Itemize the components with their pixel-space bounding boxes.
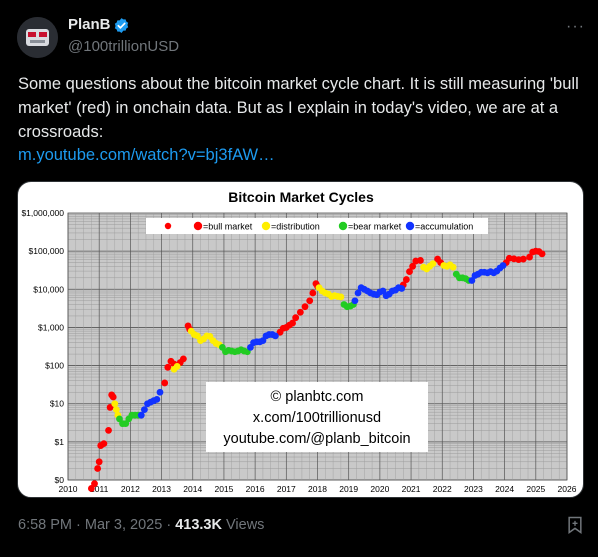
data-point-bull — [289, 319, 296, 327]
data-point-bull — [309, 289, 317, 297]
y-tick-label: $100 — [45, 361, 64, 371]
y-tick-label: $10 — [50, 399, 64, 409]
annotation-line: x.com/100trillionusd — [253, 410, 381, 426]
data-point-accumulation — [141, 406, 148, 414]
legend-swatch — [261, 221, 271, 231]
x-tick-label: 2025 — [526, 484, 545, 494]
legend-swatch — [405, 221, 415, 231]
legend-marker — [164, 222, 172, 230]
author-name[interactable]: PlanB — [68, 16, 111, 33]
chart-annotation: © planbtc.com x.com/100trillionusd youtube… — [206, 382, 428, 452]
data-point-bull — [301, 303, 309, 311]
data-point-accumulation — [351, 297, 359, 305]
data-point-bull — [91, 480, 98, 488]
data-point-bull — [526, 253, 533, 261]
y-tick-label: $10,000 — [33, 284, 64, 294]
data-point-distribution — [112, 406, 120, 414]
x-tick-label: 2015 — [214, 484, 233, 494]
data-point-accumulation — [153, 395, 161, 403]
data-point-accumulation — [137, 411, 145, 419]
data-point-bull — [409, 262, 417, 270]
view-count: 413.3K — [175, 517, 222, 533]
views-label: Views — [226, 517, 265, 533]
data-point-bull — [406, 268, 413, 276]
x-tick-label: 2011 — [90, 484, 109, 494]
tweet-date[interactable]: Mar 3, 2025 — [84, 517, 163, 533]
data-point-bull — [417, 257, 424, 264]
x-tick-label: 2021 — [402, 484, 421, 494]
data-point-distribution — [337, 293, 345, 301]
y-tick-label: $0 — [55, 475, 65, 485]
meta-separator: · — [76, 517, 81, 533]
tweet-time[interactable]: 6:58 PM — [18, 517, 72, 533]
data-point-bull — [292, 314, 300, 322]
data-point-distribution — [429, 260, 437, 268]
annotation-line: © planbtc.com — [271, 389, 364, 405]
chart-legend: =bull market =distribution =bear market =ac… — [146, 218, 488, 234]
y-tick-label: $1 — [55, 437, 65, 447]
verified-badge-icon — [114, 18, 129, 33]
avatar[interactable] — [17, 17, 58, 58]
x-tick-label: 2017 — [277, 484, 296, 494]
data-point-bull — [164, 363, 172, 371]
x-tick-label: 2023 — [464, 484, 483, 494]
data-point-accumulation — [156, 388, 164, 396]
data-point-bull — [306, 297, 314, 305]
data-point-bull — [109, 393, 117, 401]
legend-label: =bear market — [348, 222, 402, 232]
data-point-bull — [296, 308, 304, 316]
data-point-accumulation — [398, 285, 406, 292]
x-tick-label: 2026 — [558, 484, 577, 494]
x-tick-label: 2013 — [152, 484, 171, 494]
legend-swatch — [338, 221, 348, 231]
tweet-meta: 6:58 PM · Mar 3, 2025 · 413.3K Views — [18, 517, 264, 533]
data-point-distribution — [173, 363, 181, 370]
legend-label: =bull market — [203, 222, 253, 232]
meta-separator: · — [166, 517, 172, 533]
y-tick-label: $1,000 — [38, 322, 64, 332]
x-tick-label: 2020 — [370, 484, 389, 494]
data-point-accumulation — [499, 262, 507, 269]
x-tick-label: 2019 — [339, 484, 358, 494]
y-tick-label: $100,000 — [29, 246, 65, 256]
data-point-accumulation — [468, 277, 476, 284]
more-options-icon[interactable]: ··· — [566, 18, 585, 35]
data-point-bull — [106, 404, 114, 411]
x-tick-label: 2014 — [183, 484, 202, 494]
x-tick-label: 2010 — [59, 484, 78, 494]
legend-label: =accumulation — [415, 222, 473, 232]
bookmark-icon[interactable] — [565, 515, 585, 535]
data-point-bull — [95, 458, 103, 466]
data-point-distribution — [111, 400, 119, 408]
data-point-accumulation — [271, 332, 279, 340]
data-point-bull — [402, 276, 410, 283]
data-point-bull — [538, 250, 546, 258]
x-tick-label: 2012 — [121, 484, 140, 494]
x-tick-label: 2024 — [495, 484, 514, 494]
data-point-bull — [105, 426, 112, 434]
tweet-media-image[interactable]: Bitcoin Market Cycles $0 $1 $10 $100 $1,000 $… — [17, 181, 584, 498]
x-tick-label: 2022 — [433, 484, 452, 494]
chart-title: Bitcoin Market Cycles — [228, 189, 374, 205]
data-point-distribution — [449, 263, 457, 271]
author-handle[interactable]: @100trillionUSD — [68, 38, 180, 55]
data-point-bull — [179, 355, 187, 363]
y-tick-label: $1,000,000 — [21, 208, 64, 218]
tweet-link[interactable]: m.youtube.com/watch?v=bj3fAW… — [18, 146, 275, 164]
bitcoin-market-cycles-chart: Bitcoin Market Cycles $0 $1 $10 $100 $1,000 $… — [21, 189, 577, 494]
x-tick-label: 2018 — [308, 484, 327, 494]
legend-label: =distribution — [271, 222, 320, 232]
data-point-bull — [519, 255, 527, 263]
data-point-bull — [161, 379, 169, 387]
annotation-line: youtube.com/@planb_bitcoin — [223, 431, 410, 447]
legend-swatch — [193, 221, 203, 231]
data-point-bull — [100, 440, 108, 448]
data-point-accumulation — [354, 289, 362, 297]
tweet-text: Some questions about the bitcoin market … — [18, 75, 579, 141]
data-point-bull — [94, 465, 102, 472]
x-tick-label: 2016 — [246, 484, 265, 494]
